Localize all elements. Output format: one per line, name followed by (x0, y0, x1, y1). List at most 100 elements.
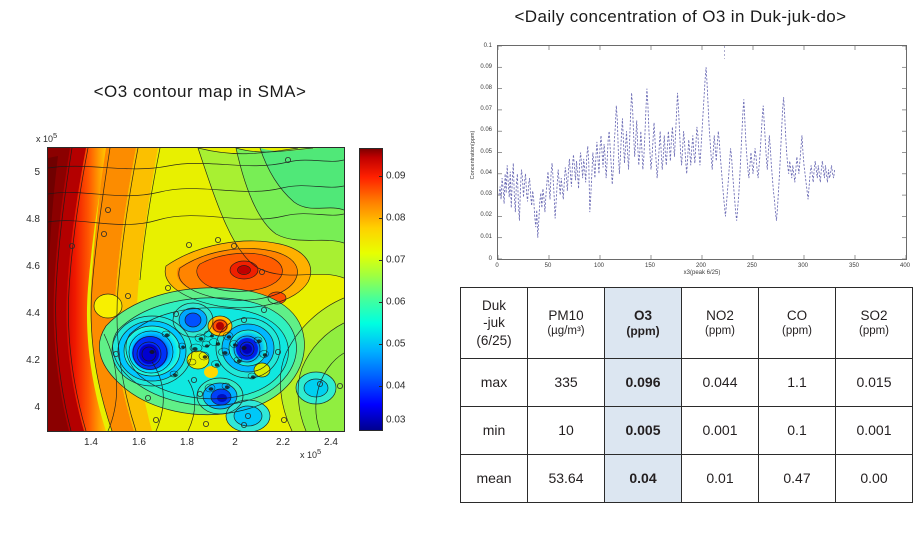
contour-ytick: 4.8 (26, 214, 40, 225)
colorbar-tick: 0.09 (386, 170, 406, 182)
cell-mean-pm10: 53.64 (527, 454, 605, 503)
timeseries-ytick: 0.05 (480, 149, 492, 155)
corner-line-1: Duk (481, 298, 506, 314)
timeseries-plot-svg (498, 46, 906, 259)
o3-name: O3 (633, 307, 652, 323)
o3-unit: (ppm) (626, 323, 660, 338)
contour-ytick: 4.4 (26, 308, 40, 319)
timeseries-ytick: 0.09 (480, 64, 492, 70)
colorbar-tick: 0.08 (386, 212, 406, 224)
contour-map-title: <O3 contour map in SMA> (93, 82, 307, 101)
cell-min-o3: 0.005 (604, 406, 682, 455)
timeseries-xtick: 150 (644, 263, 655, 269)
contour-ytick: 4.2 (26, 355, 40, 366)
pm10-name: PM10 (548, 308, 584, 323)
pm10-unit: (µg/m³) (547, 325, 585, 338)
timeseries-xtick: 400 (899, 263, 910, 269)
co-name: CO (786, 308, 808, 323)
cell-mean-o3: 0.04 (604, 454, 682, 503)
timeseries-data-line (498, 67, 836, 238)
timeseries-ytick: 0.08 (480, 85, 492, 91)
colorbar-tick: 0.06 (386, 296, 406, 308)
timeseries-xtick: 0 (495, 263, 499, 269)
daily-concentration-panel: <Daily concentration of O3 in Duk-juk-do… (440, 0, 921, 550)
so2-unit: (ppm) (858, 325, 890, 338)
timeseries-ytick: 0 (488, 256, 492, 262)
row-label-mean: mean (460, 454, 528, 503)
cell-max-no2: 0.044 (681, 358, 759, 407)
cell-max-so2: 0.015 (835, 358, 913, 407)
contour-xtick: 2.2 (276, 437, 290, 448)
table-header-o3: O3 (ppm) (604, 287, 682, 359)
contour-map-panel: <O3 contour map in SMA> x 105 x 105 5 4.… (0, 0, 440, 550)
timeseries-ytick: 0.03 (480, 191, 492, 197)
timeseries-xtick: 200 (695, 263, 706, 269)
timeseries-plot-area (497, 45, 907, 260)
row-label-max: max (460, 358, 528, 407)
table-header-corner: Duk -juk (6/25) (460, 287, 528, 359)
colorbar-tick: 0.07 (386, 254, 406, 266)
table-row: mean 53.64 0.04 0.01 0.47 0.00 (460, 454, 913, 503)
y-axis-multiplier: x 105 (36, 131, 57, 144)
table-header-row: Duk -juk (6/25) PM10 (µg/m³) O3 (ppm) NO… (460, 287, 913, 359)
colorbar: 0.09 0.08 0.07 0.06 0.05 0.04 0.03 (359, 148, 405, 431)
colorbar-tick: 0.05 (386, 338, 406, 350)
contour-ytick: 5 (34, 167, 40, 178)
table-row: max 335 0.096 0.044 1.1 0.015 (460, 358, 913, 407)
so2-name: SO2 (860, 308, 888, 323)
cell-min-no2: 0.001 (681, 406, 759, 455)
cell-mean-so2: 0.00 (835, 454, 913, 503)
contour-plot-svg (48, 148, 344, 431)
table-header-pm10: PM10 (µg/m³) (527, 287, 605, 359)
concentration-summary-table: Duk -juk (6/25) PM10 (µg/m³) O3 (ppm) NO… (460, 287, 913, 503)
timeseries-figure: Concentration(ppm) 0.1 0.09 0.08 0.07 0.… (454, 40, 920, 280)
co-unit: (ppm) (781, 325, 813, 338)
timeseries-xtick: 50 (544, 263, 552, 269)
contour-xtick: 1.4 (84, 437, 98, 448)
timeseries-ytick: 0.01 (480, 234, 492, 240)
no2-unit: (ppm) (704, 325, 736, 338)
timeseries-x-axis-label: x3(peak 6/25) (683, 270, 721, 276)
cell-mean-co: 0.47 (758, 454, 836, 503)
cell-max-pm10: 335 (527, 358, 605, 407)
station-markers (68, 156, 343, 428)
contour-ytick: 4.6 (26, 261, 40, 272)
x-axis-multiplier-base: x 10 (300, 450, 318, 460)
contour-xtick: 1.6 (132, 437, 146, 448)
timeseries-ytick: 0.04 (480, 170, 492, 176)
timeseries-ytick: 0.02 (480, 212, 492, 218)
colorbar-gradient (359, 148, 383, 431)
corner-line-3: (6/25) (476, 332, 512, 348)
contour-xtick: 2 (232, 437, 238, 448)
corner-line-2: -juk (483, 315, 505, 331)
cell-min-so2: 0.001 (835, 406, 913, 455)
no2-name: NO2 (706, 308, 734, 323)
colorbar-tick: 0.03 (386, 414, 406, 426)
x-axis-multiplier-exponent: 5 (317, 447, 322, 456)
table-row: min 10 0.005 0.001 0.1 0.001 (460, 406, 913, 455)
cell-max-co: 1.1 (758, 358, 836, 407)
cell-min-pm10: 10 (527, 406, 605, 455)
y-axis-multiplier-exponent: 5 (53, 131, 58, 140)
contour-figure (47, 147, 345, 432)
timeseries-xtick: 350 (848, 263, 859, 269)
contour-plot-area (47, 147, 345, 432)
timeseries-xtick: 250 (746, 263, 757, 269)
table-header-co: CO (ppm) (758, 287, 836, 359)
y-axis-multiplier-base: x 10 (36, 134, 54, 144)
contour-xtick: 2.4 (324, 437, 338, 448)
daily-concentration-title: <Daily concentration of O3 in Duk-juk-do… (514, 7, 847, 26)
timeseries-ytick: 0.07 (480, 106, 492, 112)
table-header-so2: SO2 (ppm) (835, 287, 913, 359)
table-header-no2: NO2 (ppm) (681, 287, 759, 359)
row-label-min: min (460, 406, 528, 455)
cell-max-o3: 0.096 (604, 358, 682, 407)
contour-xtick: 1.8 (180, 437, 194, 448)
contour-ytick: 4 (34, 402, 40, 413)
timeseries-xtick: 100 (593, 263, 604, 269)
cell-mean-no2: 0.01 (681, 454, 759, 503)
x-axis-multiplier: x 105 (300, 447, 321, 460)
timeseries-ytick: 0.06 (480, 127, 492, 133)
timeseries-xtick: 300 (797, 263, 808, 269)
colorbar-tick: 0.04 (386, 380, 406, 392)
